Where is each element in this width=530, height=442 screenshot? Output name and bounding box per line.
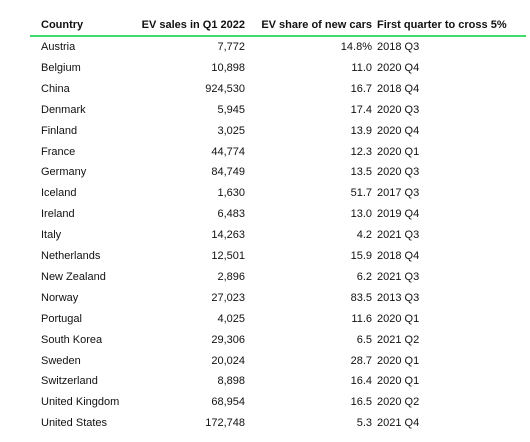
first-quarter-cell: 2021 Q4: [377, 417, 420, 430]
ev-share-cell: 16.4: [350, 375, 372, 388]
ev-sales-cell: 3,025: [217, 124, 245, 137]
ev-sales-cell: 7,772: [217, 41, 245, 53]
ev-share-cell: 13.9: [350, 124, 372, 137]
first-quarter-cell: 2021 Q3: [377, 229, 420, 242]
ev-sales-cell: 27,023: [211, 291, 245, 304]
country-cell: South Korea: [41, 333, 103, 346]
country-cell: Denmark: [41, 103, 86, 116]
ev-share-cell: 6.5: [356, 333, 372, 346]
ev-sales-cell: 20,024: [211, 354, 245, 367]
ev-sales-cell: 68,954: [211, 396, 245, 409]
ev-share-cell: 6.2: [356, 270, 372, 283]
ev-share-cell: 14.8%: [340, 41, 372, 53]
ev-sales-cell: 2,896: [217, 270, 245, 283]
first-quarter-cell: 2013 Q3: [377, 291, 420, 304]
first-quarter-cell: 2020 Q2: [377, 396, 420, 409]
first-quarter-cell: 2020 Q4: [377, 61, 420, 74]
ev-share-cell: 11.6: [351, 312, 372, 325]
ev-sales-cell: 8,898: [217, 375, 245, 388]
first-quarter-cell: 2020 Q3: [377, 103, 420, 116]
header-country: Country: [41, 19, 84, 31]
ev-share-cell: 5.3: [356, 417, 372, 430]
ev-share-cell: 13.5: [350, 166, 372, 179]
first-quarter-cell: 2019 Q4: [377, 208, 420, 221]
country-cell: France: [41, 145, 76, 158]
country-cell: China: [41, 82, 70, 95]
country-cell: Austria: [41, 41, 76, 53]
first-quarter-cell: 2018 Q4: [377, 82, 420, 95]
ev-share-cell: 13.0: [350, 208, 372, 221]
country-cell: United States: [41, 417, 108, 430]
country-cell: Norway: [41, 291, 79, 304]
first-quarter-cell: 2020 Q1: [377, 354, 420, 367]
ev-share-cell: 15.9: [350, 250, 372, 262]
country-cell: Germany: [41, 166, 87, 179]
ev-sales-cell: 14,263: [211, 229, 245, 242]
country-cell: United Kingdom: [41, 396, 120, 409]
ev-share-cell: 51.7: [350, 187, 372, 200]
ev-share-cell: 28.7: [350, 354, 372, 367]
first-quarter-cell: 2020 Q4: [377, 124, 420, 137]
first-quarter-cell: 2018 Q4: [377, 250, 420, 262]
country-cell: Finland: [41, 124, 78, 137]
first-quarter-cell: 2018 Q3: [377, 41, 420, 53]
ev-share-cell: 12.3: [350, 145, 372, 158]
country-cell: Portugal: [41, 312, 82, 325]
ev-sales-cell: 6,483: [217, 208, 245, 221]
country-cell: Iceland: [41, 187, 77, 200]
first-quarter-cell: 2020 Q1: [377, 145, 420, 158]
header-first-quarter: First quarter to cross 5%: [377, 19, 507, 31]
ev-sales-cell: 172,748: [205, 417, 245, 430]
ev-share-cell: 11.0: [351, 61, 372, 74]
first-quarter-cell: 2020 Q1: [377, 312, 420, 325]
ev-sales-cell: 10,898: [211, 61, 245, 74]
ev-share-cell: 16.5: [350, 396, 372, 409]
ev-sales-cell: 44,774: [211, 145, 245, 158]
header-rule: [30, 35, 526, 37]
ev-share-cell: 16.7: [350, 82, 372, 95]
ev-sales-cell: 84,749: [211, 166, 245, 179]
country-cell: Italy: [41, 229, 62, 242]
first-quarter-cell: 2021 Q2: [377, 333, 420, 346]
ev-sales-cell: 29,306: [211, 333, 245, 346]
first-quarter-cell: 2020 Q1: [377, 375, 420, 388]
ev-sales-cell: 1,630: [217, 187, 245, 200]
header-ev-share: EV share of new cars: [261, 19, 372, 31]
country-cell: New Zealand: [41, 270, 106, 283]
country-cell: Switzerland: [41, 375, 98, 388]
country-cell: Netherlands: [41, 250, 101, 262]
first-quarter-cell: 2021 Q3: [377, 270, 420, 283]
country-cell: Ireland: [41, 208, 75, 221]
ev-sales-cell: 4,025: [217, 312, 245, 325]
country-cell: Sweden: [41, 354, 81, 367]
ev-sales-cell: 5,945: [217, 103, 245, 116]
header-ev-sales: EV sales in Q1 2022: [141, 19, 245, 31]
ev-sales-cell: 12,501: [211, 250, 245, 262]
ev-share-cell: 4.2: [356, 229, 372, 242]
ev-sales-cell: 924,530: [205, 82, 245, 95]
first-quarter-cell: 2020 Q3: [377, 166, 420, 179]
country-cell: Belgium: [41, 61, 81, 74]
first-quarter-cell: 2017 Q3: [377, 187, 420, 200]
ev-share-cell: 17.4: [350, 103, 372, 116]
ev-share-cell: 83.5: [350, 291, 372, 304]
